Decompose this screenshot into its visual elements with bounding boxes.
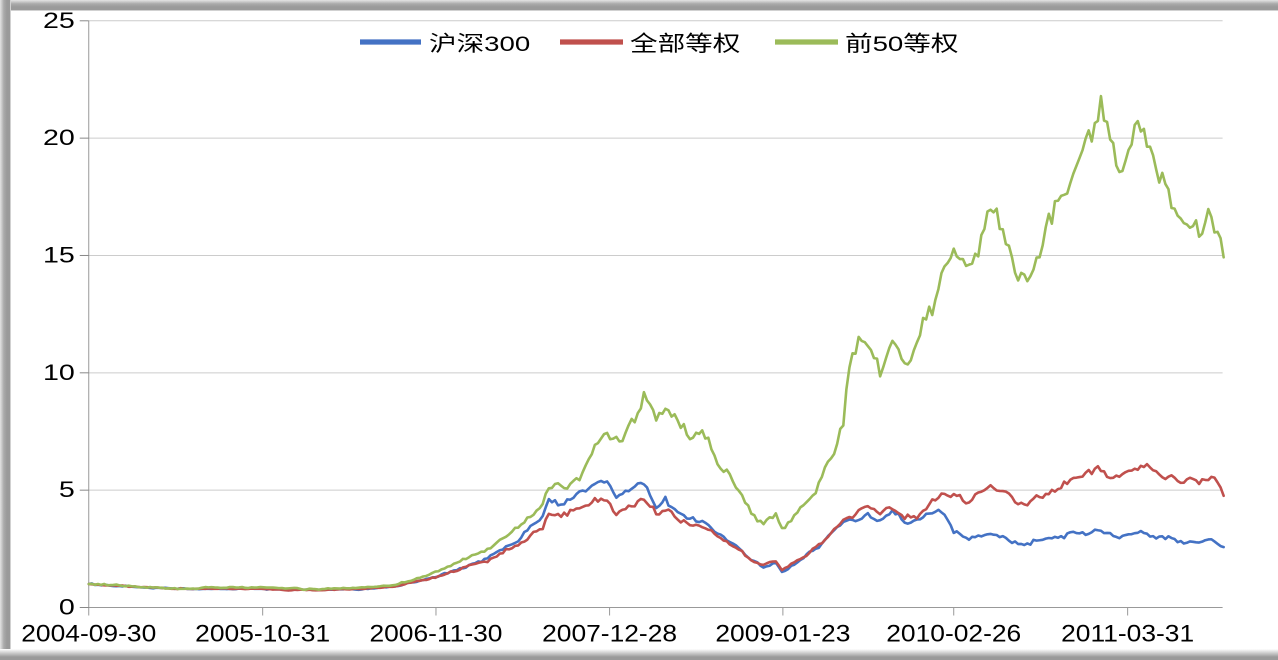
svg-text:10: 10 — [43, 361, 75, 385]
svg-text:2011-03-31: 2011-03-31 — [1061, 621, 1194, 648]
svg-text:2006-11-30: 2006-11-30 — [369, 621, 502, 648]
svg-text:0: 0 — [59, 596, 75, 620]
svg-text:5: 5 — [59, 478, 75, 502]
svg-text:2010-02-26: 2010-02-26 — [886, 621, 1021, 648]
svg-text:2007-12-28: 2007-12-28 — [542, 621, 677, 648]
svg-text:沪深300: 沪深300 — [429, 32, 530, 56]
svg-text:2005-10-31: 2005-10-31 — [195, 621, 330, 648]
svg-text:20: 20 — [43, 126, 75, 150]
svg-text:25: 25 — [43, 9, 75, 33]
svg-text:15: 15 — [43, 244, 75, 268]
svg-text:前50等权: 前50等权 — [845, 32, 958, 56]
svg-text:2004-09-30: 2004-09-30 — [21, 621, 156, 648]
svg-text:全部等权: 全部等权 — [630, 32, 740, 56]
svg-text:2009-01-23: 2009-01-23 — [715, 621, 850, 648]
